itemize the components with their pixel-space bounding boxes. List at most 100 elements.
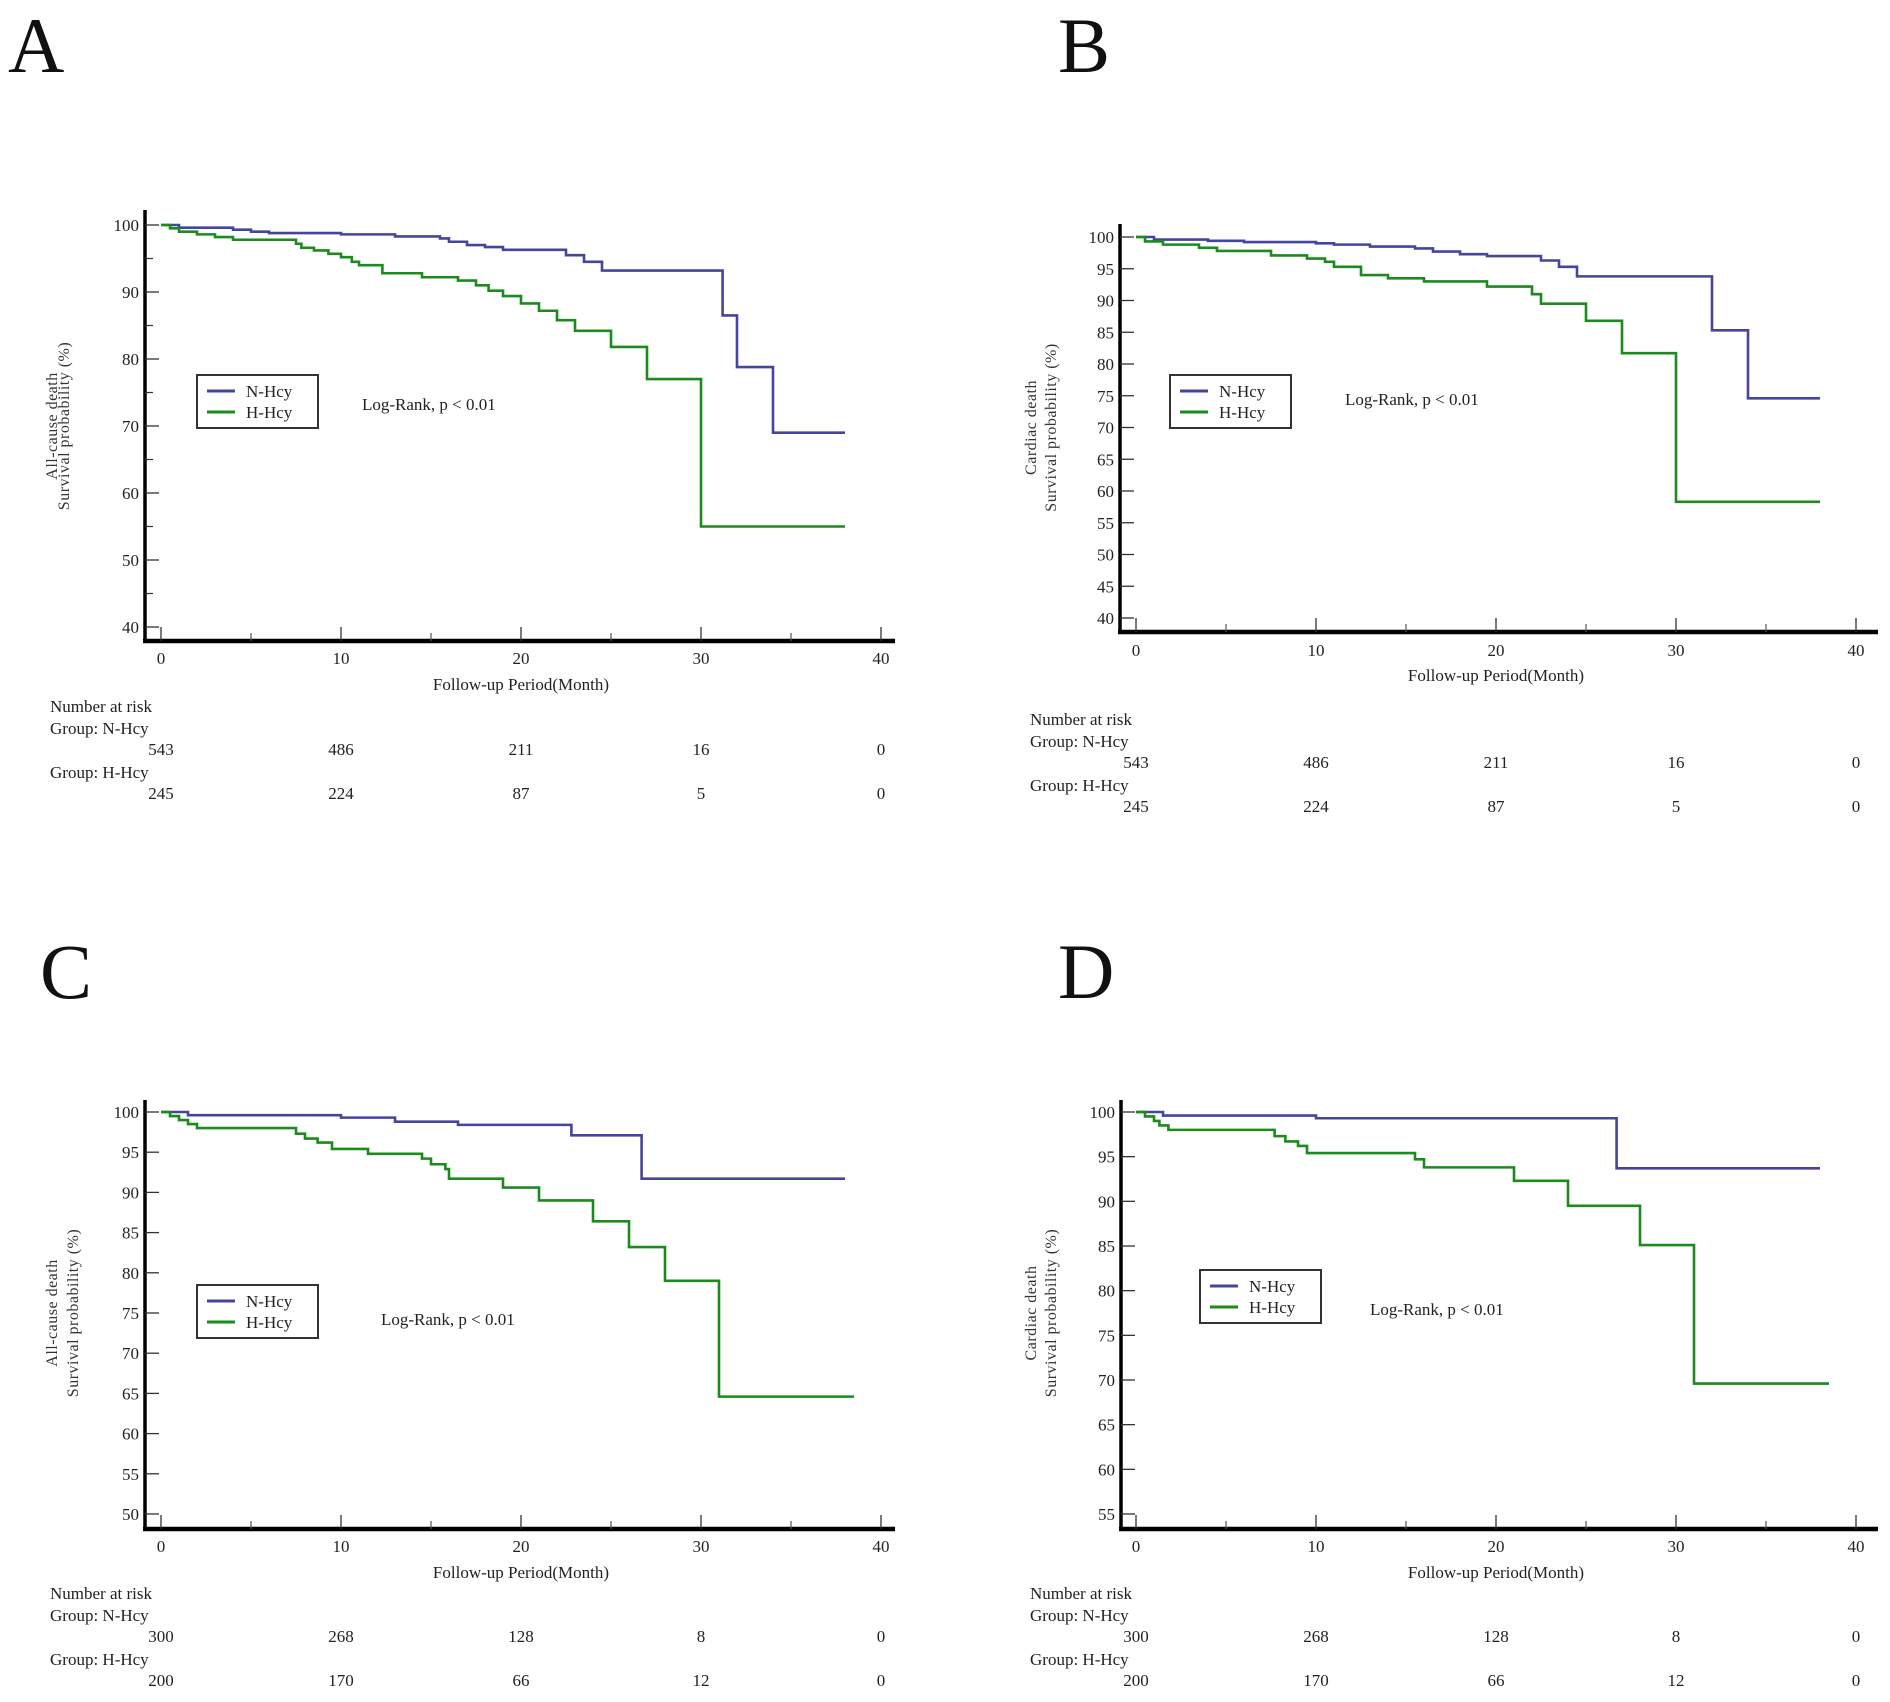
- y-tick-label: 95: [1098, 1148, 1115, 1167]
- y-tick-label: 100: [114, 216, 140, 235]
- risk-count: 128: [508, 1627, 534, 1646]
- x-tick-label: 30: [693, 649, 710, 668]
- y-tick-label: 65: [1098, 1416, 1115, 1435]
- risk-count: 200: [1123, 1671, 1149, 1690]
- y-tick-label: 60: [1098, 1460, 1115, 1479]
- risk-count: 128: [1483, 1627, 1509, 1646]
- y-tick-label: 90: [1097, 292, 1114, 311]
- y-tick-label: 85: [1097, 323, 1114, 342]
- panel-letter: A: [8, 2, 64, 89]
- survival-curve-n-hcy: [161, 1110, 845, 1181]
- y-axis-title-line1: Cardiac death: [1023, 380, 1040, 475]
- survival-curve-h-hcy: [1136, 235, 1820, 504]
- survival-curve-n-hcy: [1136, 235, 1820, 400]
- risk-count: 224: [328, 784, 354, 803]
- survival-curve-n-hcy: [161, 223, 845, 434]
- y-tick-label: 50: [122, 1505, 139, 1524]
- legend: N-Hcy H-Hcy: [1199, 1269, 1322, 1324]
- y-tick-label: 100: [1089, 228, 1115, 247]
- x-tick-label: 20: [1488, 641, 1505, 660]
- legend-box: [196, 374, 319, 429]
- legend-label: H-Hcy: [1249, 1298, 1296, 1317]
- legend-box: [196, 1284, 319, 1339]
- risk-table: Number at risk Group: N-Hcy 300 268 128 8 0 Gro…: [1030, 1584, 1860, 1690]
- risk-table: Number at risk Group: N-Hcy 543 486 211 16 0 Gr…: [50, 697, 885, 803]
- risk-count: 211: [1484, 753, 1509, 772]
- log-rank-annotation: Log-Rank, p < 0.01: [381, 1310, 515, 1329]
- x-tick-label: 20: [1488, 1537, 1505, 1556]
- log-rank-annotation: Log-Rank, p < 0.01: [1370, 1300, 1504, 1319]
- risk-group-label: Group: H-Hcy: [1030, 776, 1129, 795]
- risk-count: 543: [148, 740, 174, 759]
- risk-count: 87: [513, 784, 531, 803]
- risk-count: 0: [1852, 1671, 1861, 1690]
- y-tick-label: 95: [1097, 260, 1114, 279]
- x-tick-label: 0: [1132, 641, 1141, 660]
- risk-group-label: Group: N-Hcy: [50, 719, 149, 738]
- x-tick-label: 40: [873, 649, 890, 668]
- risk-group-label: Group: N-Hcy: [1030, 1606, 1129, 1625]
- panel-letter: D: [1058, 928, 1114, 1015]
- y-tick-label: 70: [122, 1344, 139, 1363]
- y-tick-label: 50: [1097, 546, 1114, 565]
- risk-count: 12: [693, 1671, 710, 1690]
- risk-count: 8: [697, 1627, 706, 1646]
- risk-count: 170: [1303, 1671, 1329, 1690]
- risk-count: 5: [1672, 797, 1681, 816]
- x-tick-label: 10: [333, 1537, 350, 1556]
- risk-table-title: Number at risk: [50, 1584, 152, 1603]
- y-tick-label: 45: [1097, 577, 1114, 596]
- y-tick-label: 60: [1097, 482, 1114, 501]
- risk-count: 543: [1123, 753, 1149, 772]
- risk-count: 224: [1303, 797, 1329, 816]
- y-tick-label: 90: [1098, 1192, 1115, 1211]
- risk-group-label: Group: H-Hcy: [50, 763, 149, 782]
- risk-count: 0: [877, 1627, 886, 1646]
- x-tick-label: 0: [157, 1537, 166, 1556]
- y-tick-label: 80: [122, 1264, 139, 1283]
- x-tick-label: 0: [1132, 1537, 1141, 1556]
- x-tick-label: 40: [873, 1537, 890, 1556]
- y-tick-label: 70: [1097, 419, 1114, 438]
- log-rank-annotation: Log-Rank, p < 0.01: [1345, 390, 1479, 409]
- y-tick-label: 80: [1098, 1282, 1115, 1301]
- y-tick-label: 40: [1097, 609, 1114, 628]
- y-axis-title-line2: Survival probability (%): [56, 342, 73, 510]
- y-tick-label: 90: [122, 283, 139, 302]
- risk-count: 66: [1488, 1671, 1505, 1690]
- y-axis-title-line2: Survival probability (%): [1043, 343, 1060, 511]
- risk-count: 245: [1123, 797, 1149, 816]
- x-tick-label: 10: [1308, 641, 1325, 660]
- panel-letter: C: [40, 928, 92, 1015]
- y-tick-label: 95: [122, 1143, 139, 1162]
- panel-letter: B: [1058, 2, 1110, 89]
- risk-count: 0: [1852, 797, 1861, 816]
- risk-count: 245: [148, 784, 174, 803]
- risk-table-title: Number at risk: [1030, 1584, 1132, 1603]
- survival-curve-h-hcy: [161, 223, 845, 528]
- y-axis-title-line2: Survival probability (%): [1043, 1229, 1060, 1397]
- x-axis-title: Follow-up Period(Month): [1408, 1563, 1584, 1582]
- y-tick-label: 65: [1097, 450, 1114, 469]
- risk-table-title: Number at risk: [1030, 710, 1132, 729]
- x-axis-title: Follow-up Period(Month): [1408, 666, 1584, 685]
- y-tick-label: 55: [122, 1465, 139, 1484]
- x-tick-label: 0: [157, 649, 166, 668]
- y-tick-label: 55: [1097, 514, 1114, 533]
- y-tick-label: 55: [1098, 1505, 1115, 1524]
- x-tick-label: 30: [693, 1537, 710, 1556]
- legend-label: N-Hcy: [1219, 382, 1266, 401]
- legend-box: [1199, 1269, 1322, 1324]
- x-tick-label: 20: [513, 649, 530, 668]
- risk-count: 12: [1668, 1671, 1685, 1690]
- y-axis-title-line1: Cardiac death: [1023, 1266, 1040, 1361]
- legend-label: N-Hcy: [246, 382, 293, 401]
- y-axis-title-line1: All-cause death: [44, 1259, 61, 1366]
- y-tick-label: 90: [122, 1183, 139, 1202]
- y-tick-label: 100: [114, 1103, 140, 1122]
- risk-count: 16: [693, 740, 710, 759]
